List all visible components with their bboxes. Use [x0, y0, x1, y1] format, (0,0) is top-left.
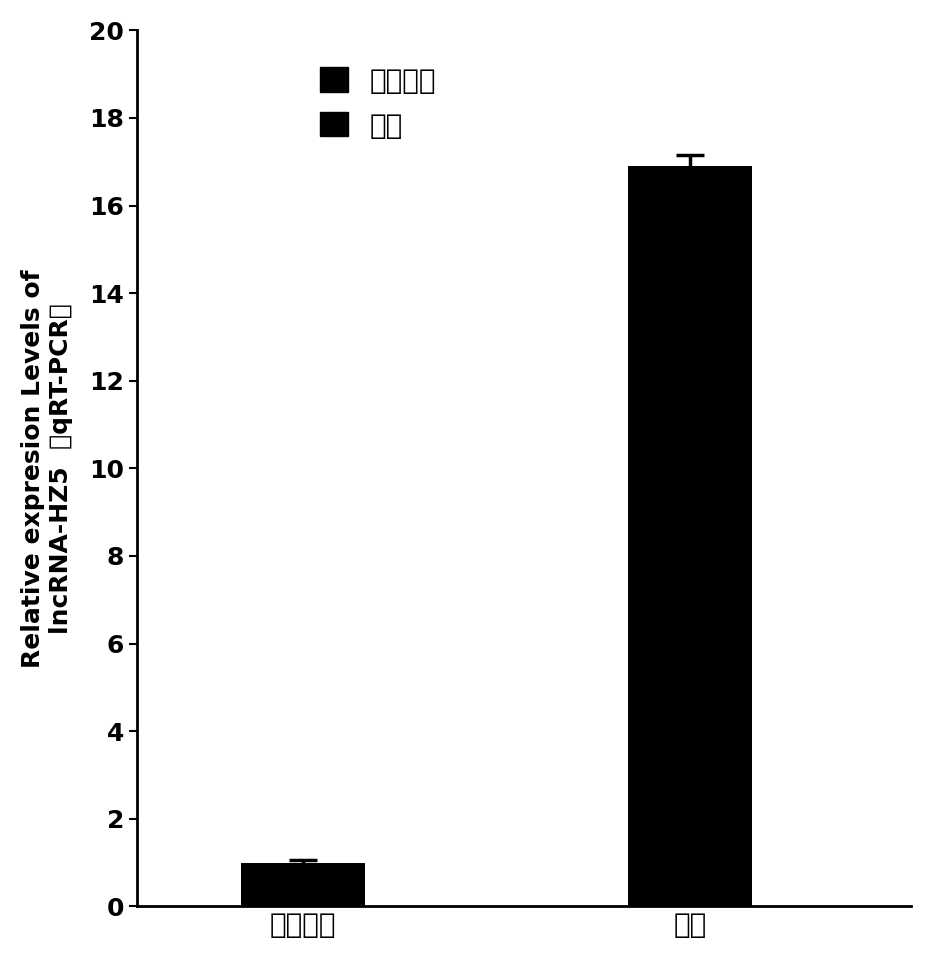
Y-axis label: Relative expresion Levels of
lncRNA-HZ5  （qRT-PCR）: Relative expresion Levels of lncRNA-HZ5 …: [21, 269, 73, 667]
Bar: [628, 166, 752, 906]
Bar: [241, 862, 365, 906]
Legend: 卫星细胞, 肌管: 卫星细胞, 肌管: [306, 53, 450, 154]
